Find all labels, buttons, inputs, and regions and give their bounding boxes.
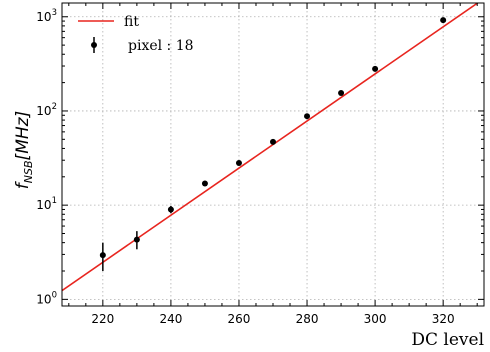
x-tick-labels: 220 240 260 280 300 320 [91, 312, 454, 326]
y-tick-label: 102 [36, 102, 57, 118]
data-series [99, 17, 447, 271]
data-point [133, 236, 140, 243]
data-point [167, 206, 174, 213]
fit-line [62, 3, 480, 292]
y-tick-label: 100 [36, 290, 57, 306]
x-tick-label: 280 [296, 312, 319, 326]
data-point [372, 65, 379, 72]
y-tick-label: 101 [36, 196, 57, 212]
y-axis-label-sub: NSB [22, 160, 35, 183]
x-axis-label: DC level [411, 330, 484, 350]
y-axis-label-rest: [MHz] [13, 111, 33, 161]
x-tick-label: 260 [228, 312, 251, 326]
y-axis-label: fNSB[MHz] [13, 111, 35, 189]
data-point [99, 252, 106, 259]
legend-pixel-marker [91, 42, 97, 48]
legend: fit pixel : 18 [78, 14, 194, 54]
legend-pixel-label: pixel : 18 [128, 38, 194, 54]
legend-fit-label: fit [124, 14, 139, 30]
data-point [235, 160, 242, 167]
x-tick-label: 300 [364, 312, 387, 326]
data-point [201, 180, 208, 187]
y-tick-label: 103 [36, 8, 57, 24]
y-axis-label-base: f [13, 180, 33, 189]
data-point [270, 138, 276, 145]
data-point [440, 17, 447, 24]
x-tick-label: 320 [432, 312, 455, 326]
axis-ticks [62, 3, 484, 306]
y-tick-labels: 100 101 102 103 [36, 8, 57, 307]
x-tick-label: 240 [159, 312, 182, 326]
data-point [338, 90, 345, 97]
grid [62, 3, 484, 306]
data-point [304, 113, 311, 120]
fit-series [62, 3, 480, 292]
x-tick-label: 220 [91, 312, 114, 326]
plot-frame [61, 2, 485, 307]
